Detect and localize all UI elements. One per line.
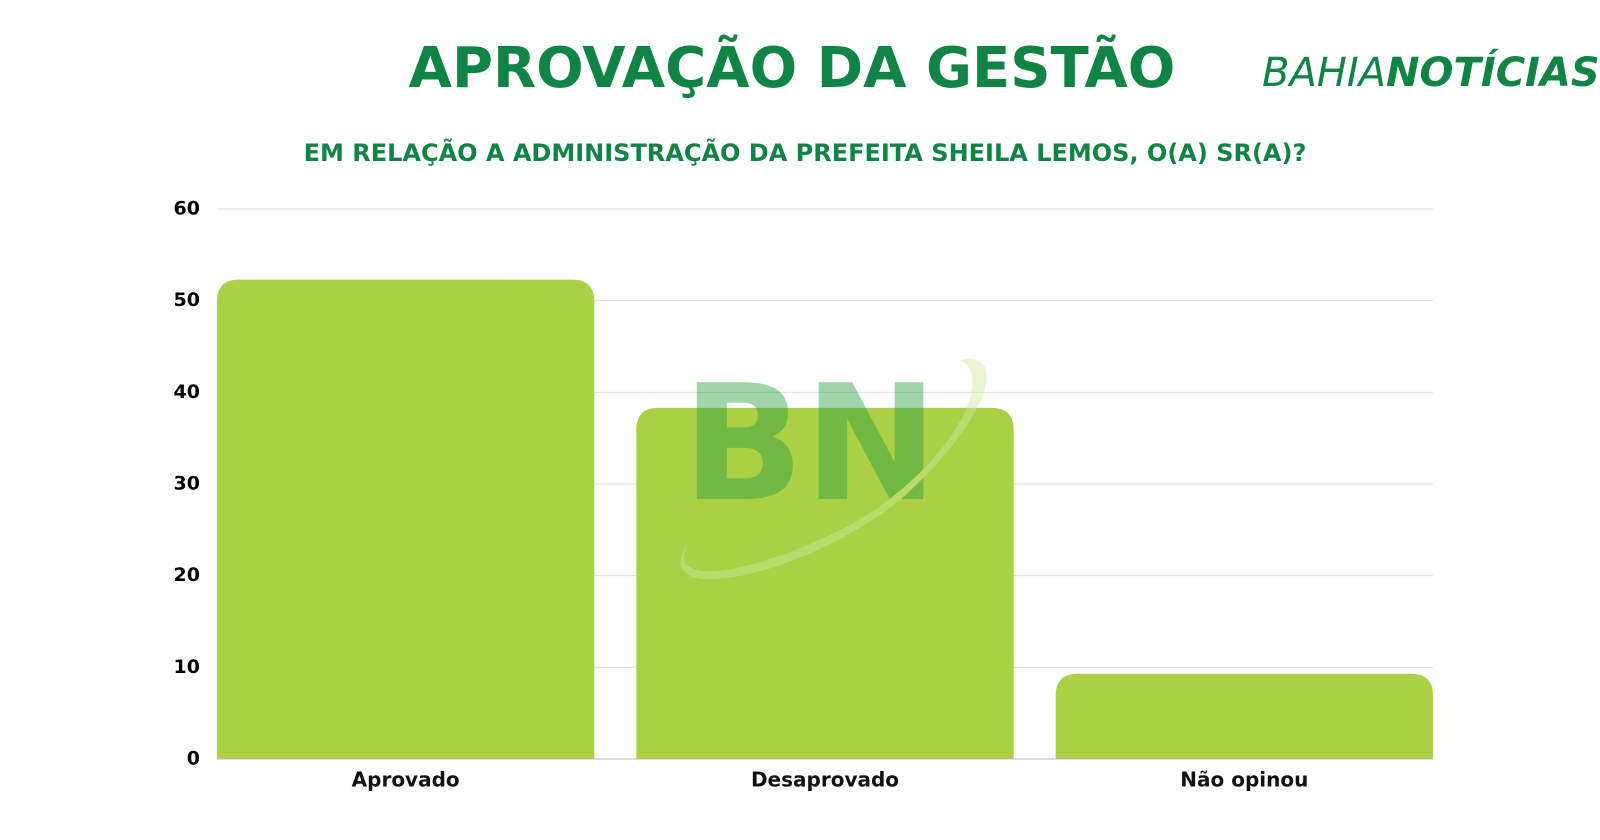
y-tick-label: 0: [187, 748, 200, 770]
bar: [1055, 673, 1433, 759]
logo-right: NOTÍCIAS: [1386, 48, 1600, 96]
y-tick-label: 20: [174, 564, 200, 586]
y-tick-label: 40: [174, 381, 200, 403]
bar: [636, 407, 1014, 759]
bars: [217, 279, 1433, 759]
x-tick-label: Desaprovado: [751, 768, 899, 792]
watermark-text: BN: [682, 350, 938, 537]
y-tick-label: 50: [174, 289, 200, 311]
x-tick-label: Não opinou: [1180, 768, 1308, 792]
chart-subtitle: EM RELAÇÃO A ADMINISTRAÇÃO DA PREFEITA S…: [304, 138, 1307, 167]
logo: BAHIANOTÍCIAS: [1262, 48, 1600, 96]
y-tick-label: 30: [174, 473, 200, 495]
chart-title: APROVAÇÃO DA GESTÃO: [409, 35, 1176, 101]
y-tick-label: 10: [174, 656, 200, 678]
watermark-swoosh: [680, 359, 987, 580]
watermark: BN: [680, 350, 987, 580]
logo-left: BAHIA: [1262, 50, 1386, 96]
y-tick-label: 60: [174, 198, 200, 220]
x-tick-label: Aprovado: [352, 768, 460, 792]
bar: [217, 279, 595, 759]
